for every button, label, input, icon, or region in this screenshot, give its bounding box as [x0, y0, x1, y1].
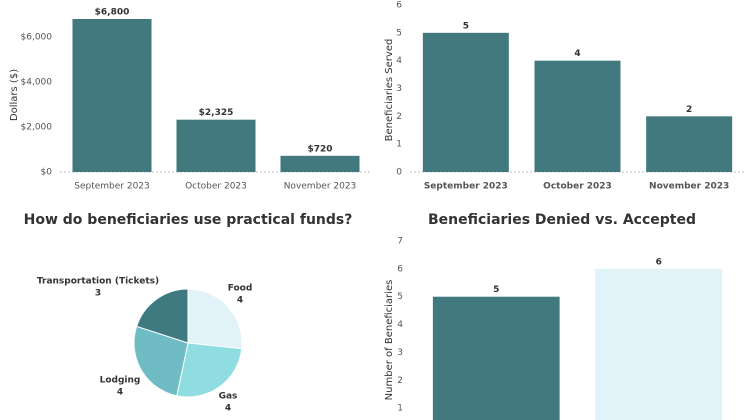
slice-value: 3	[95, 289, 101, 299]
data-label: 2	[686, 105, 692, 115]
data-label: 4	[574, 49, 580, 59]
bar	[432, 296, 560, 420]
y-tick-label: $0	[41, 168, 53, 178]
y-tick-label: $2,000	[21, 123, 53, 133]
y-tick-label: 1	[396, 140, 402, 150]
data-label: $2,325	[199, 108, 234, 118]
y-tick-label: 3	[396, 84, 402, 94]
slice-value: 4	[117, 388, 123, 398]
y-tick-label: $6,000	[21, 33, 53, 43]
y-tick-label: 6	[396, 1, 402, 11]
bar	[595, 268, 723, 420]
bar	[176, 119, 256, 172]
y-axis-label: Number of Beneficiaries	[384, 280, 395, 401]
y-axis-label: Beneficiaries Served	[384, 39, 395, 142]
y-tick-label: 5	[396, 28, 402, 38]
y-tick-label: 7	[397, 237, 403, 247]
chart-title: Beneficiaries Denied vs. Accepted	[428, 212, 696, 228]
x-tick-label: October 2023	[185, 182, 247, 192]
pie-slice	[136, 288, 189, 344]
y-tick-label: 6	[397, 264, 403, 274]
bar	[72, 19, 152, 172]
x-tick-label: November 2023	[284, 182, 357, 192]
y-tick-label: 2	[396, 112, 402, 122]
y-tick-label: 4	[397, 320, 403, 330]
slice-value: 4	[225, 404, 231, 414]
y-tick-label: 1	[397, 404, 403, 414]
data-label: $720	[307, 144, 332, 154]
bar	[646, 116, 733, 172]
y-tick-label: $4,000	[21, 78, 53, 88]
y-tick-label: 0	[396, 168, 402, 178]
x-tick-label: September 2023	[424, 182, 508, 192]
x-tick-label: November 2023	[649, 182, 729, 192]
slice-label: Food	[228, 284, 253, 294]
data-label: 5	[493, 285, 499, 295]
data-label: 5	[463, 21, 469, 31]
y-tick-label: 5	[397, 292, 403, 302]
bar	[534, 60, 621, 172]
y-tick-label: 4	[396, 56, 402, 66]
data-label: 6	[656, 257, 662, 267]
y-tick-label: 2	[397, 376, 403, 386]
x-tick-label: September 2023	[74, 182, 150, 192]
chart-title: How do beneficiaries use practical funds…	[24, 212, 353, 228]
y-axis-label: Dollars ($)	[9, 69, 20, 121]
slice-label: Lodging	[100, 376, 141, 386]
bar	[280, 155, 360, 172]
slice-label: Gas	[219, 392, 238, 402]
slice-label: Transportation (Tickets)	[37, 277, 159, 287]
pie-slice	[187, 288, 243, 350]
pie-slice	[133, 325, 189, 397]
bar	[422, 32, 509, 173]
y-tick-label: 3	[397, 348, 403, 358]
data-label: $6,800	[95, 8, 130, 18]
x-tick-label: October 2023	[543, 182, 612, 192]
slice-value: 4	[237, 296, 243, 306]
pie-slice	[176, 342, 243, 398]
